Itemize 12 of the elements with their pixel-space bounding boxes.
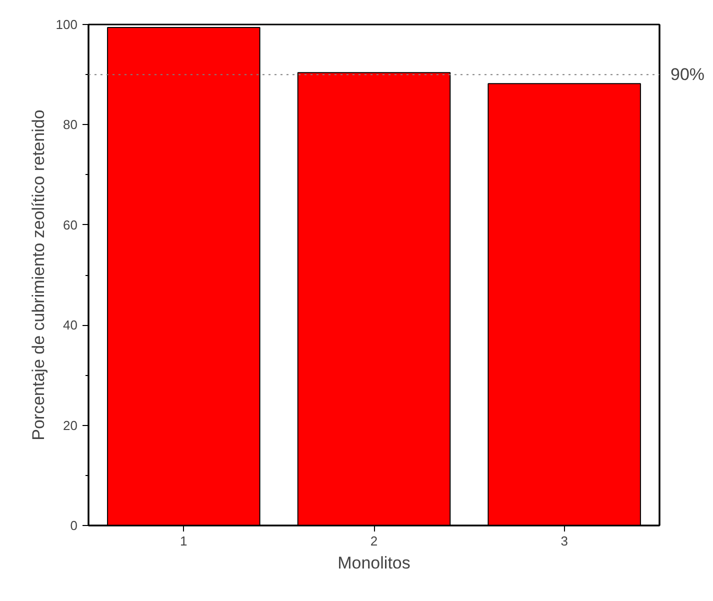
- x-tick-label: 1: [180, 534, 188, 548]
- y-tick-label: 100: [56, 17, 78, 32]
- y-tick-label: 40: [63, 318, 78, 333]
- x-tick-label: 3: [560, 534, 568, 548]
- x-axis-title: Monolitos: [338, 554, 410, 572]
- y-tick-label: 0: [70, 518, 78, 533]
- y-tick-label: 20: [63, 418, 78, 433]
- ref-line-label: 90%: [670, 65, 705, 84]
- y-axis-title: Porcentaje de cubrimiento zeolítico retenido: [28, 110, 48, 440]
- y-tick-label: 60: [63, 217, 78, 232]
- y-tick-label: 80: [63, 117, 78, 132]
- x-tick-label: 2: [370, 534, 378, 548]
